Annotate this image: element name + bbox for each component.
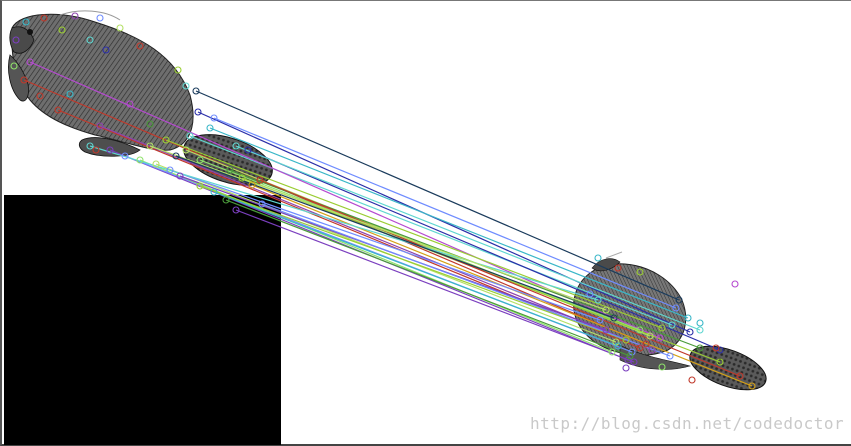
match-line — [199, 185, 627, 341]
keypoints — [10, 12, 756, 390]
match-line — [89, 145, 599, 301]
match-line — [197, 111, 691, 333]
match-line — [235, 209, 635, 363]
match-line — [165, 139, 663, 329]
match-line — [259, 179, 741, 377]
match-line — [225, 199, 631, 357]
match-line — [247, 149, 721, 351]
beaver-large — [8, 10, 273, 186]
watermark-text: http://blog.csdn.net/codedoctor — [530, 414, 845, 433]
match-line — [139, 159, 613, 353]
match-line — [213, 191, 619, 347]
match-line — [209, 127, 689, 319]
match-line — [99, 125, 653, 351]
match-line — [195, 90, 680, 301]
black-padding-region — [4, 195, 281, 445]
match-line — [213, 117, 677, 309]
match-line — [261, 203, 671, 357]
match-line — [175, 155, 615, 319]
match-line — [149, 145, 607, 311]
match-line — [235, 145, 701, 331]
match-lines — [23, 61, 753, 387]
match-line — [169, 169, 601, 321]
